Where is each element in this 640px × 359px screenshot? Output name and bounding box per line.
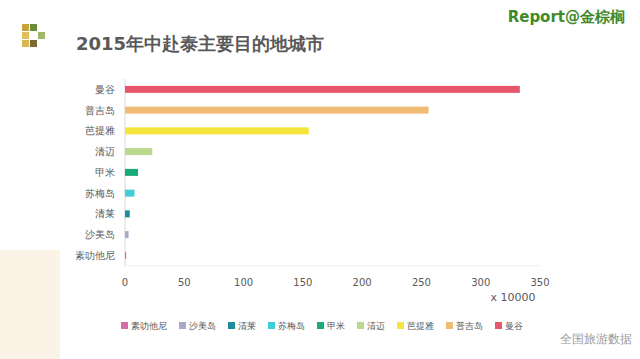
legend-swatch	[121, 322, 128, 329]
watermark: 全国旅游数据	[560, 332, 632, 346]
legend-swatch	[317, 322, 324, 329]
legend-label: 甲米	[327, 321, 345, 331]
title: 2015年中赴泰主要目的地城市	[76, 33, 324, 54]
legend-swatch	[397, 322, 404, 329]
category-label: 曼谷	[95, 84, 115, 95]
legend-swatch	[495, 322, 502, 329]
axis-label: x 10000	[491, 291, 536, 304]
background	[0, 0, 640, 359]
category-label: 芭提雅	[85, 125, 115, 136]
logo-square	[30, 24, 37, 31]
logo-square	[22, 40, 29, 47]
legend-swatch	[446, 322, 453, 329]
bar	[125, 127, 309, 134]
tick-label: 200	[353, 277, 372, 288]
bar	[125, 231, 129, 238]
category-label: 清莱	[95, 208, 115, 219]
chart: 2015年中赴泰主要目的地城市 Report@金棕榈 0 50 100 150 200 250…	[0, 0, 640, 359]
tick-label: 50	[178, 277, 191, 288]
legend-label: 清迈	[367, 321, 385, 331]
logo-square	[30, 40, 37, 47]
legend: 素叻他尼 沙美岛 清莱 苏梅岛 甲米 清迈 芭提雅 普吉岛 曼谷	[121, 321, 523, 331]
bar	[125, 148, 152, 155]
tick-label: 300	[471, 277, 490, 288]
tick-label: 350	[530, 277, 549, 288]
legend-label: 素叻他尼	[131, 321, 167, 331]
legend-swatch	[357, 322, 364, 329]
legend-swatch	[268, 322, 275, 329]
legend-item: 清迈	[357, 321, 385, 331]
legend-item: 苏梅岛	[268, 321, 305, 331]
bars	[125, 86, 520, 259]
category-label: 素叻他尼	[75, 250, 115, 261]
legend-label: 曼谷	[505, 321, 523, 331]
legend-item: 甲米	[317, 321, 345, 331]
legend-label: 清莱	[238, 321, 256, 331]
decoration	[0, 250, 60, 359]
legend-label: 芭提雅	[407, 321, 434, 331]
legend-swatch	[179, 322, 186, 329]
legend-item: 沙美岛	[179, 321, 216, 331]
tick-label: 0	[122, 277, 128, 288]
legend-label: 沙美岛	[189, 321, 216, 331]
axis-line	[125, 265, 540, 266]
bar	[125, 86, 520, 93]
legend-label: 普吉岛	[456, 321, 483, 331]
legend-item: 清莱	[228, 321, 256, 331]
category-label: 苏梅岛	[85, 188, 115, 199]
bar	[125, 169, 138, 176]
legend-swatch	[228, 322, 235, 329]
tick-label: 100	[234, 277, 253, 288]
category-label: 沙美岛	[85, 229, 115, 240]
logo-square	[38, 32, 45, 39]
logo-square	[22, 24, 29, 31]
category-label: 清迈	[95, 146, 115, 157]
legend-item: 曼谷	[495, 321, 523, 331]
tick-label: 150	[293, 277, 312, 288]
bar	[125, 210, 130, 217]
bar	[125, 190, 134, 197]
legend-item: 芭提雅	[397, 321, 434, 331]
category-label: 甲米	[95, 167, 115, 178]
logo: Report@金棕榈	[508, 8, 625, 26]
legend-item: 素叻他尼	[121, 321, 167, 331]
bar	[125, 107, 429, 114]
legend-item: 普吉岛	[446, 321, 483, 331]
tick-label: 250	[412, 277, 431, 288]
category-label: 普吉岛	[85, 105, 115, 116]
bar	[125, 252, 126, 259]
legend-label: 苏梅岛	[278, 321, 305, 331]
logo-square	[22, 32, 29, 39]
